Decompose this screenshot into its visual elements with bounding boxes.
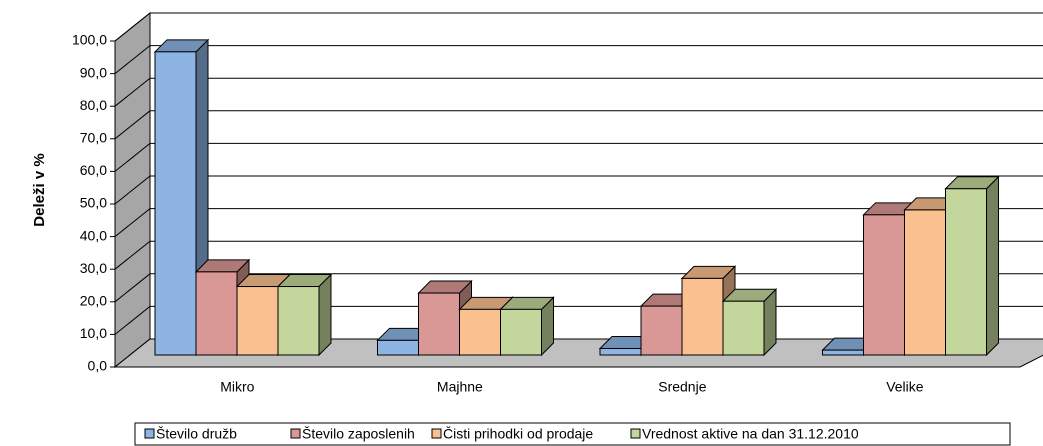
- bar: [945, 188, 987, 356]
- bar: [236, 286, 279, 356]
- y-tick-label: 90,0: [80, 64, 107, 80]
- y-tick-label: 60,0: [80, 162, 107, 178]
- bar: [195, 271, 238, 356]
- y-tick-label: 70,0: [80, 130, 107, 146]
- x-tick-label: Srednje: [658, 379, 706, 395]
- bar: [722, 300, 765, 356]
- x-tick-label: Majhne: [437, 379, 483, 395]
- y-tick-label: 30,0: [80, 260, 107, 276]
- bar: [904, 209, 946, 356]
- grid-line: [114, 208, 1043, 237]
- grid-line: [114, 12, 1043, 42]
- legend-label: Število zaposlenih: [302, 426, 415, 442]
- grid-line: [114, 240, 1043, 270]
- y-tick-label: 100,0: [72, 32, 107, 48]
- y-tick-label: 0,0: [88, 358, 108, 374]
- bar: [863, 214, 905, 356]
- y-tick-label: 80,0: [80, 97, 107, 113]
- y-tick-label: 20,0: [80, 293, 107, 309]
- y-tick-label: 50,0: [80, 195, 107, 211]
- grid-line: [114, 273, 1043, 303]
- y-axis-label: Deleži v %: [31, 153, 48, 226]
- legend-swatch: [630, 428, 641, 439]
- bar: [500, 308, 542, 356]
- bar-side: [318, 273, 332, 357]
- bar: [277, 286, 320, 356]
- legend-box: [134, 422, 1011, 446]
- bar: [377, 339, 419, 356]
- grid-line: [114, 110, 1043, 140]
- legend-swatch: [290, 428, 301, 439]
- bar: [640, 305, 683, 356]
- legend: Število družb Število zaposlenih Čisti pri…: [134, 422, 1011, 446]
- legend-label: Število družb: [156, 426, 237, 442]
- grid-line: [114, 45, 1043, 74]
- y-tick-label: 10,0: [80, 325, 107, 341]
- legend-label: Čisti prihodki od prodaje: [443, 426, 593, 442]
- bar: [418, 292, 460, 356]
- bar-side: [986, 175, 999, 357]
- x-tick-label: Mikro: [220, 379, 254, 395]
- legend-label: Vrednost aktive na dan 31.12.2010: [642, 426, 859, 442]
- grid-line: [114, 77, 1043, 107]
- bar: [599, 347, 642, 356]
- bar: [154, 51, 197, 356]
- y-tick-label: 40,0: [80, 227, 107, 243]
- legend-swatch: [144, 428, 155, 439]
- bar: [822, 349, 864, 356]
- grid-line: [114, 142, 1043, 172]
- bar: [459, 308, 501, 356]
- legend-swatch: [431, 428, 442, 439]
- grid-line: [114, 175, 1043, 205]
- bar: [681, 277, 724, 356]
- x-tick-label: Velike: [886, 379, 924, 395]
